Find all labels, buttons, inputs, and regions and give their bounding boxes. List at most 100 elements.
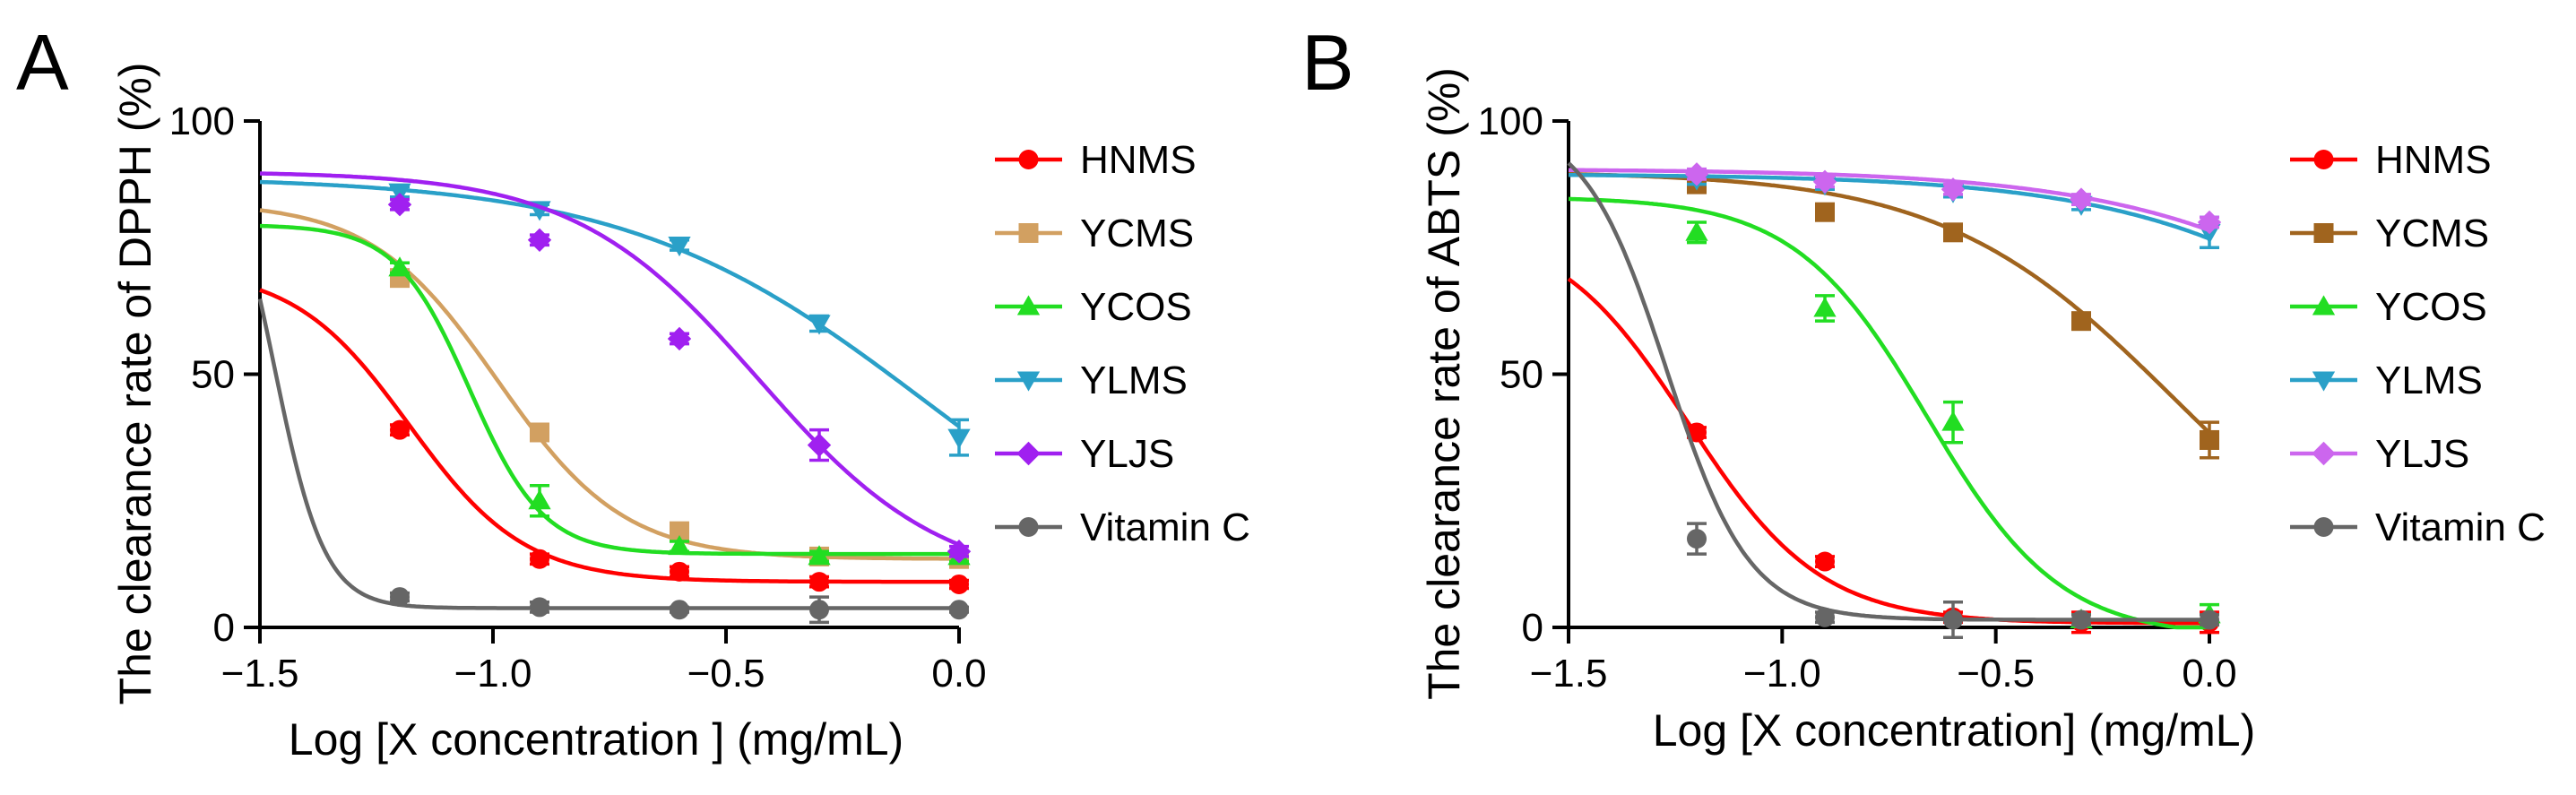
series-ycos-point (808, 545, 831, 566)
legend-label: YLJS (1080, 432, 1174, 476)
series-vitamin-c (1567, 161, 2219, 640)
series-yljs (259, 171, 972, 564)
series-vitamin-c-point (2200, 609, 2219, 630)
legend-swatch-marker (1016, 441, 1041, 466)
panel-a-axes: 0 50 100 −1.5 −1.0 −0.5 0.0 (169, 99, 987, 696)
panel-a-plot-area (257, 171, 972, 625)
panel-b-ylabel: The clearance rate of ABTS (%) (1419, 67, 1469, 700)
y-tick-label: 100 (169, 99, 235, 143)
panel-a: A The clearance rate of DPPH (%) Log [X … (16, 18, 1250, 765)
legend-item-ycos: YCOS (995, 285, 1192, 329)
legend-item-ylms: YLMS (995, 359, 1188, 402)
legend-swatch-marker (2313, 150, 2334, 169)
series-vitamin-c-point (390, 587, 410, 608)
legend-swatch-marker (2312, 371, 2336, 392)
series-ycos-point (388, 256, 411, 277)
series-ycos (260, 223, 971, 566)
legend-label: YCOS (1080, 285, 1192, 329)
y-tick-label: 50 (1500, 353, 1543, 397)
series-yljs-fit-line (259, 171, 960, 547)
series-yljs-point (387, 193, 412, 217)
series-ycms-point (2071, 311, 2091, 332)
legend-item-ycms: YCMS (995, 212, 1194, 255)
legend-swatch-marker (1018, 150, 1039, 169)
series-vitamin-c-point (530, 597, 549, 618)
series-yljs-point (527, 228, 552, 252)
series-hnms-point (530, 549, 549, 569)
legend-label: YLMS (1080, 359, 1188, 402)
series-vitamin-c (257, 298, 969, 625)
series-vitamin-c-point (670, 600, 689, 620)
series-ycos-fit-line (260, 223, 959, 557)
series-yljs-point (2197, 210, 2222, 235)
legend-label: YCOS (2375, 285, 2487, 329)
series-hnms-point (809, 572, 829, 592)
series-ylms-point (947, 428, 971, 449)
series-ycos-point (1813, 297, 1837, 317)
legend-item-ycos: YCOS (2290, 285, 2487, 329)
legend-swatch-marker (2313, 517, 2334, 537)
series-ycos-point (668, 534, 691, 556)
series-vitamin-c-point (2071, 609, 2091, 630)
x-tick-label: −0.5 (1957, 652, 2035, 696)
legend-item-yljs: YLJS (2290, 432, 2469, 476)
series-yljs (1569, 162, 2222, 235)
legend-item-vitamin-c: Vitamin C (2290, 506, 2546, 549)
series-ycms-point (2200, 429, 2219, 450)
series-ycms-point (530, 422, 549, 443)
legend-swatch-marker (1018, 517, 1039, 537)
panel-b-axes: 0 50 100 −1.5 −1.0 −0.5 0.0 (1478, 99, 2237, 696)
series-ycms (1568, 171, 2219, 460)
panel-b-legend: HNMS YCMS YCOS YLMS YLJS Vitamin C (2290, 138, 2546, 549)
series-hnms-fit-line (1567, 277, 2209, 626)
legend-swatch-marker (2313, 223, 2334, 243)
series-ylms-fit-line (1569, 173, 2210, 241)
series-hnms (259, 288, 969, 594)
series-ylms (259, 179, 971, 457)
series-ycms-point (670, 521, 689, 541)
series-ycos-point (1941, 410, 1965, 431)
legend-item-ycms: YCMS (2290, 212, 2489, 255)
series-yljs-point (807, 433, 832, 457)
legend-swatch-marker (2312, 295, 2336, 315)
panel-b: B The clearance rate of ABTS (%) Log [X … (1301, 18, 2546, 756)
legend-label: YCMS (2375, 212, 2489, 255)
legend-label: YLJS (2375, 432, 2469, 476)
series-ycms-fit-line (259, 208, 960, 561)
series-yljs-point (2069, 187, 2094, 212)
legend-label: YLMS (2375, 359, 2483, 402)
series-ycms-point (1943, 222, 1963, 243)
x-tick-label: −1.5 (221, 652, 299, 696)
series-ycos-point (528, 489, 551, 510)
series-vitamin-c-point (949, 600, 969, 620)
legend-item-hnms: HNMS (995, 138, 1197, 182)
x-tick-label: −1.0 (454, 652, 532, 696)
y-tick-label: 100 (1478, 99, 1543, 143)
series-ylms-fit-line (259, 179, 961, 428)
series-hnms (1567, 277, 2219, 635)
panel-a-ylabel: The clearance rate of DPPH (%) (110, 63, 160, 705)
series-hnms-fit-line (259, 288, 959, 584)
series-ycms-point (1815, 202, 1835, 222)
series-ycms (259, 208, 969, 569)
panel-b-xlabel: Log [X concentration] (mg/mL) (1653, 705, 2256, 756)
y-tick-label: 0 (213, 606, 235, 650)
legend-swatch-marker (2312, 441, 2336, 466)
series-yljs-point (1941, 177, 1966, 202)
series-ycos-fit-line (1568, 196, 2209, 630)
y-tick-label: 0 (1522, 606, 1543, 650)
legend-label: HNMS (1080, 138, 1197, 182)
series-yljs-point (667, 326, 692, 351)
series-hnms-point (670, 561, 689, 582)
x-tick-label: 0.0 (2182, 652, 2236, 696)
x-tick-label: 0.0 (931, 652, 986, 696)
series-hnms-point (949, 574, 969, 594)
panel-b-letter: B (1301, 18, 1354, 107)
series-vitamin-c-point (809, 600, 829, 620)
legend-label: YCMS (1080, 212, 1194, 255)
series-vitamin-c-fit-line (257, 298, 959, 610)
legend-item-vitamin-c: Vitamin C (995, 506, 1250, 549)
series-ylms-point (668, 236, 691, 257)
series-yljs-point (947, 540, 972, 564)
